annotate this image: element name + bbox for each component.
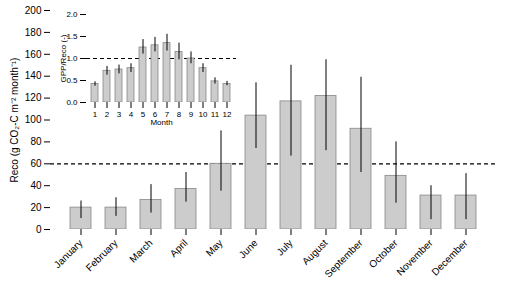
svg-text:120: 120 [25, 92, 42, 103]
svg-text:February: February [84, 237, 120, 273]
svg-text:3: 3 [117, 110, 122, 119]
svg-text:May: May [204, 237, 225, 258]
svg-text:GPP/Reco (-): GPP/Reco (-) [59, 34, 68, 82]
svg-text:5: 5 [141, 110, 146, 119]
svg-text:8: 8 [177, 110, 182, 119]
svg-text:0.5: 0.5 [66, 76, 78, 86]
svg-text:August: August [300, 237, 330, 267]
svg-text:2.0: 2.0 [66, 10, 78, 19]
svg-text:April: April [168, 237, 190, 259]
svg-text:60: 60 [30, 158, 42, 169]
svg-text:1.5: 1.5 [66, 32, 78, 42]
svg-text:January: January [52, 237, 85, 270]
svg-text:160: 160 [25, 49, 42, 60]
svg-text:140: 140 [25, 70, 42, 81]
svg-text:10: 10 [199, 110, 208, 119]
svg-text:June: June [237, 237, 260, 260]
svg-text:180: 180 [25, 27, 42, 38]
svg-text:October: October [367, 237, 400, 270]
svg-text:July: July [274, 237, 294, 257]
svg-text:20: 20 [30, 202, 42, 213]
svg-text:200: 200 [25, 5, 42, 16]
svg-text:40: 40 [30, 180, 42, 191]
svg-text:100: 100 [25, 114, 42, 125]
svg-text:March: March [127, 237, 154, 264]
svg-text:4: 4 [129, 110, 134, 119]
svg-text:12: 12 [223, 110, 232, 119]
svg-text:11: 11 [211, 110, 220, 119]
svg-text:0: 0 [36, 224, 42, 235]
svg-text:80: 80 [30, 136, 42, 147]
svg-text:9: 9 [189, 110, 194, 119]
svg-text:Reco (g CO₂-C m⁻² month⁻¹): Reco (g CO₂-C m⁻² month⁻¹) [9, 58, 20, 183]
svg-text:November: November [394, 237, 435, 278]
svg-text:6: 6 [152, 110, 158, 120]
svg-text:1: 1 [93, 110, 98, 119]
svg-text:September: September [322, 237, 365, 280]
svg-text:7: 7 [164, 110, 170, 120]
svg-text:0.0: 0.0 [66, 98, 78, 107]
svg-text:1.0: 1.0 [66, 54, 78, 64]
svg-text:2: 2 [105, 110, 110, 119]
svg-text:Month: Month [150, 118, 172, 127]
svg-text:December: December [429, 237, 470, 278]
